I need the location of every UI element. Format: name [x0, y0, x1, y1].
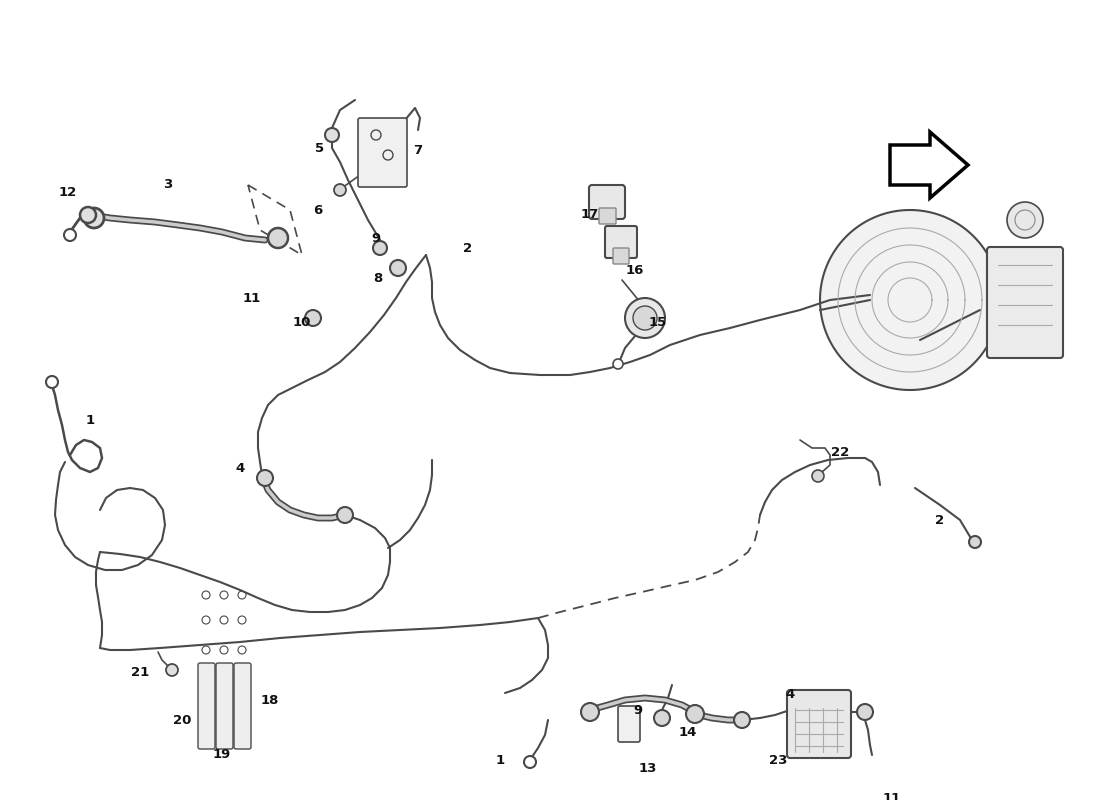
Circle shape: [581, 703, 600, 721]
Text: 8: 8: [373, 271, 383, 285]
Circle shape: [654, 710, 670, 726]
Circle shape: [324, 128, 339, 142]
Text: 20: 20: [173, 714, 191, 726]
Circle shape: [373, 241, 387, 255]
Circle shape: [166, 664, 178, 676]
FancyBboxPatch shape: [605, 226, 637, 258]
Circle shape: [632, 306, 657, 330]
Text: 23: 23: [769, 754, 788, 766]
Text: 5: 5: [316, 142, 324, 154]
Text: 6: 6: [314, 203, 322, 217]
FancyBboxPatch shape: [618, 706, 640, 742]
Circle shape: [84, 208, 104, 228]
Text: 4: 4: [785, 689, 794, 702]
Text: 12: 12: [59, 186, 77, 198]
Circle shape: [857, 704, 873, 720]
Circle shape: [1006, 202, 1043, 238]
FancyBboxPatch shape: [600, 208, 616, 224]
FancyBboxPatch shape: [613, 248, 629, 264]
Text: 16: 16: [626, 263, 645, 277]
FancyBboxPatch shape: [358, 118, 407, 187]
Text: 9: 9: [634, 703, 642, 717]
Circle shape: [257, 470, 273, 486]
Text: 4: 4: [235, 462, 244, 474]
Text: 17: 17: [581, 209, 600, 222]
Circle shape: [524, 756, 536, 768]
Text: 11: 11: [883, 791, 901, 800]
Text: 19: 19: [213, 749, 231, 762]
Text: 13: 13: [639, 762, 657, 774]
Circle shape: [613, 359, 623, 369]
Text: 14: 14: [679, 726, 697, 738]
Circle shape: [334, 184, 346, 196]
Text: 11: 11: [243, 291, 261, 305]
FancyBboxPatch shape: [198, 663, 214, 749]
Text: 18: 18: [261, 694, 279, 706]
Text: 10: 10: [293, 315, 311, 329]
Circle shape: [46, 376, 58, 388]
Text: 1: 1: [495, 754, 505, 766]
Circle shape: [80, 207, 96, 223]
Circle shape: [337, 507, 353, 523]
Circle shape: [734, 712, 750, 728]
Text: 15: 15: [649, 315, 667, 329]
Circle shape: [812, 470, 824, 482]
Text: 22: 22: [830, 446, 849, 458]
Circle shape: [969, 536, 981, 548]
Circle shape: [305, 310, 321, 326]
Text: 1: 1: [86, 414, 95, 426]
FancyBboxPatch shape: [987, 247, 1063, 358]
FancyBboxPatch shape: [588, 185, 625, 219]
Text: 21: 21: [131, 666, 150, 678]
Circle shape: [686, 705, 704, 723]
Circle shape: [268, 228, 288, 248]
Text: 2: 2: [463, 242, 473, 254]
Text: 3: 3: [164, 178, 173, 191]
Circle shape: [64, 229, 76, 241]
Text: 2: 2: [935, 514, 945, 526]
Polygon shape: [820, 210, 1000, 390]
Text: 7: 7: [414, 143, 422, 157]
Circle shape: [625, 298, 666, 338]
FancyBboxPatch shape: [216, 663, 233, 749]
Circle shape: [390, 260, 406, 276]
FancyBboxPatch shape: [786, 690, 851, 758]
FancyBboxPatch shape: [234, 663, 251, 749]
Text: 9: 9: [372, 231, 381, 245]
